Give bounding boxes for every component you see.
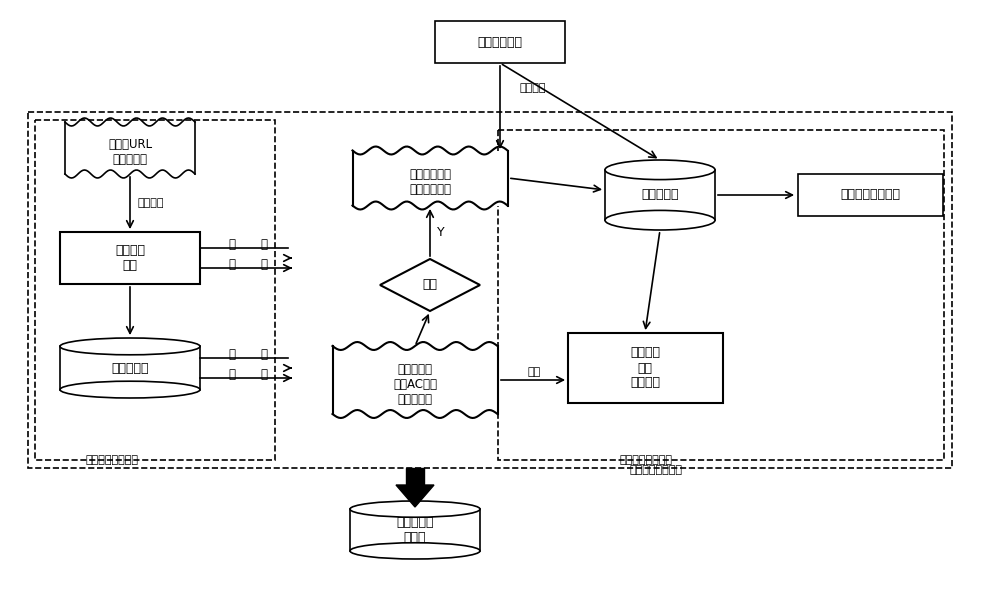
Text: 可疑问题网站
危害网站推荐: 可疑问题网站 危害网站推荐 bbox=[409, 168, 451, 196]
Text: 危害融合数
据中心: 危害融合数 据中心 bbox=[396, 516, 434, 544]
Bar bbox=[498, 130, 944, 460]
Ellipse shape bbox=[60, 338, 200, 355]
Ellipse shape bbox=[350, 501, 480, 517]
Bar bbox=[605, 170, 715, 220]
Polygon shape bbox=[396, 485, 434, 507]
Text: 行为结果处理模块: 行为结果处理模块 bbox=[840, 189, 900, 202]
Text: 危害网站监测模块: 危害网站监测模块 bbox=[85, 455, 138, 465]
Bar bbox=[60, 346, 200, 390]
Text: 线: 线 bbox=[260, 237, 268, 250]
Text: 网络爬虫
模块: 网络爬虫 模块 bbox=[115, 244, 145, 272]
Bar bbox=[406, 468, 424, 485]
Bar bbox=[350, 509, 480, 551]
Text: 分析判定: 分析判定 bbox=[520, 83, 546, 93]
Bar bbox=[435, 21, 565, 63]
Text: 析: 析 bbox=[260, 258, 268, 271]
Text: 网站资料库: 网站资料库 bbox=[111, 362, 149, 374]
Bar bbox=[28, 112, 952, 468]
Bar bbox=[332, 346, 498, 414]
Text: 匹配: 匹配 bbox=[422, 278, 438, 292]
Text: 线: 线 bbox=[260, 347, 268, 361]
Text: 融合规则库
基于AC算法
规则库匹配: 融合规则库 基于AC算法 规则库匹配 bbox=[393, 364, 437, 406]
Text: 行为结果分析模块: 行为结果分析模块 bbox=[620, 455, 673, 465]
Bar bbox=[352, 151, 508, 205]
Text: 待检测URL
被访问网站: 待检测URL 被访问网站 bbox=[108, 137, 152, 165]
Ellipse shape bbox=[60, 381, 200, 398]
Bar bbox=[60, 232, 200, 284]
Bar bbox=[35, 120, 275, 460]
Bar bbox=[798, 174, 942, 216]
Text: 析: 析 bbox=[260, 368, 268, 381]
Text: Y: Y bbox=[437, 227, 445, 240]
Ellipse shape bbox=[605, 160, 715, 180]
Text: 分: 分 bbox=[228, 258, 236, 271]
Bar bbox=[568, 333, 722, 403]
Text: 在: 在 bbox=[228, 237, 236, 250]
Text: 分析提取: 分析提取 bbox=[138, 198, 164, 208]
Text: 可疑网站检测模块: 可疑网站检测模块 bbox=[630, 465, 683, 475]
Text: 离: 离 bbox=[228, 347, 236, 361]
Text: 危害预测
深入
挖掘模块: 危害预测 深入 挖掘模块 bbox=[630, 346, 660, 390]
Text: 危害网站库: 危害网站库 bbox=[641, 189, 679, 202]
Text: 专家系统模块: 专家系统模块 bbox=[478, 36, 522, 49]
Bar bbox=[65, 122, 195, 174]
Text: 附属: 附属 bbox=[527, 367, 541, 377]
Ellipse shape bbox=[605, 211, 715, 230]
Polygon shape bbox=[380, 259, 480, 311]
Ellipse shape bbox=[350, 543, 480, 559]
Text: 分: 分 bbox=[228, 368, 236, 381]
